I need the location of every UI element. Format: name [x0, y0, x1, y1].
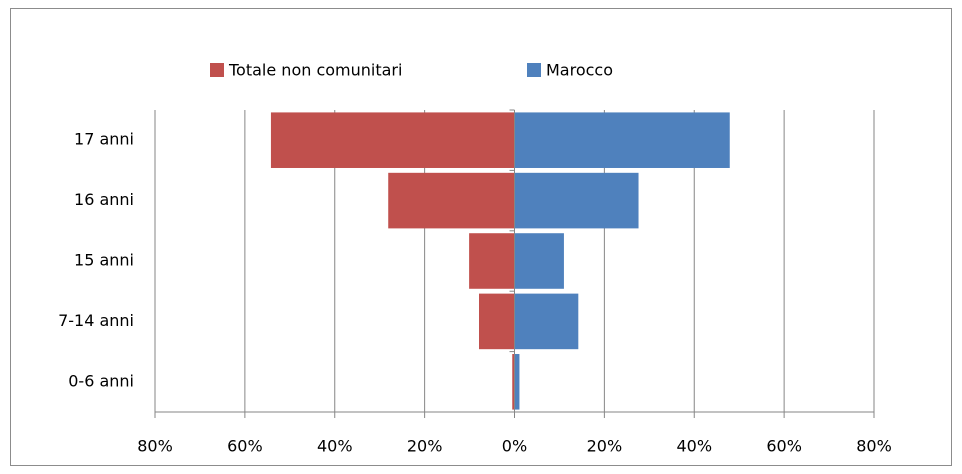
x-tick-label: 20% [407, 437, 443, 456]
bar [514, 354, 520, 410]
x-tick-label: 80% [856, 437, 892, 456]
y-tick-label: 16 anni [74, 190, 134, 209]
bar [512, 354, 515, 410]
legend-label: Totale non comunitari [228, 61, 402, 80]
x-tick-label: 40% [317, 437, 353, 456]
x-tick-label: 80% [137, 437, 173, 456]
y-tick-label: 0-6 anni [68, 371, 134, 390]
x-tick-label: 40% [676, 437, 712, 456]
legend-swatch [527, 63, 541, 77]
legend-label: Marocco [546, 61, 613, 80]
x-tick-label: 60% [227, 437, 263, 456]
bar [514, 112, 730, 168]
x-tick-label: 60% [766, 437, 802, 456]
x-tick-label: 20% [587, 437, 623, 456]
bar [388, 172, 515, 229]
bar [514, 233, 564, 289]
y-tick-label: 7-14 anni [58, 311, 134, 330]
bar [514, 172, 639, 229]
bar [478, 293, 515, 350]
bar [270, 112, 515, 168]
y-tick-label: 15 anni [74, 251, 134, 270]
bar [514, 293, 579, 350]
bar [469, 233, 515, 289]
y-tick-label: 17 anni [74, 130, 134, 149]
x-tick-label: 0% [502, 437, 527, 456]
legend-swatch [210, 63, 224, 77]
